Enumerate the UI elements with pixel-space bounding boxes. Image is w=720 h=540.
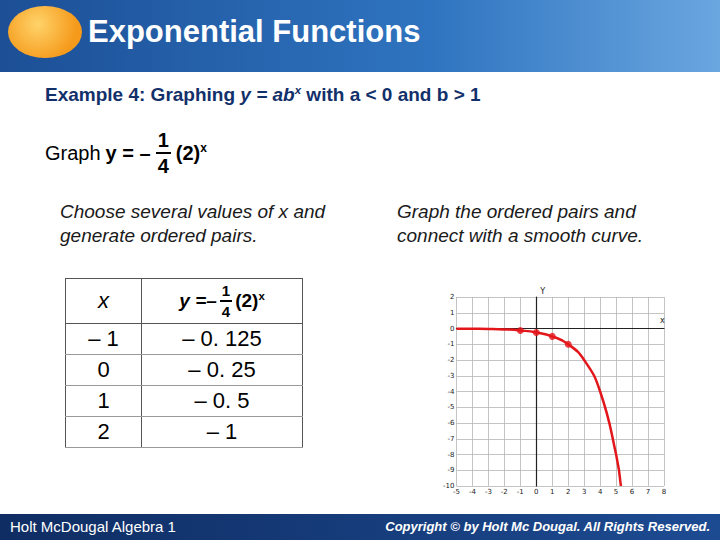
svg-text:-4: -4 (447, 388, 455, 396)
svg-text:-4: -4 (469, 488, 477, 496)
html-text:– 1: – 1 (206, 419, 238, 444)
svg-text:-1: -1 (517, 488, 524, 496)
html-text:– 0. 5: – 0. 5 (194, 388, 250, 413)
svg-text:-3: -3 (447, 372, 454, 380)
html-text:1: 1 (97, 388, 110, 413)
svg-text:1: 1 (450, 309, 454, 317)
svg-text:-8: -8 (447, 451, 454, 459)
html-text:4: 4 (157, 155, 169, 177)
svg-text:-1: -1 (447, 340, 454, 348)
svg-text:2: 2 (566, 488, 570, 496)
svg-text:x: x (660, 316, 665, 325)
svg-text:-10: -10 (443, 482, 455, 490)
svg-text:Y: Y (539, 287, 545, 296)
svg-text:2: 2 (450, 293, 454, 301)
svg-text:1: 1 (550, 488, 554, 496)
html-text:1: 1 (157, 129, 169, 151)
svg-text:-3: -3 (485, 488, 492, 496)
html-text:Graph y = –: Graph y = – (45, 141, 151, 164)
html-text:(2)x: (2)x (175, 141, 207, 164)
svg-text:8: 8 (662, 488, 666, 496)
svg-text:-9: -9 (447, 466, 454, 474)
svg-text:0: 0 (534, 488, 538, 496)
html-text:2: 2 (97, 419, 110, 444)
svg-text:-6: -6 (447, 419, 455, 427)
html-text:– 0. 125: – 0. 125 (182, 326, 262, 351)
svg-text:7: 7 (646, 488, 650, 496)
svg-text:-5: -5 (453, 488, 460, 496)
svg-text:-2: -2 (447, 356, 454, 364)
svg-text:0: 0 (450, 325, 454, 333)
html-text:– 1: – 1 (88, 326, 119, 351)
html-text:Graph the ordered pairs and co: Graph the ordered pairs and connect with… (397, 201, 644, 246)
html-text:y =– 1: y =– 1 (179, 282, 231, 311)
html-text:4 (2)x: 4 (2)x (221, 289, 265, 320)
html-text:Copyright © by Holt Mc Dougal.: Copyright © by Holt Mc Dougal. All Right… (385, 519, 710, 534)
svg-text:-5: -5 (447, 403, 454, 411)
html-text:Exponential Functions: Exponential Functions (88, 14, 421, 49)
html-text:x: x (98, 288, 109, 313)
svg-text:5: 5 (614, 488, 618, 496)
svg-text:-2: -2 (501, 488, 508, 496)
html-text:0: 0 (97, 357, 110, 382)
html-text:Holt McDougal Algebra 1: Holt McDougal Algebra 1 (10, 518, 176, 535)
html-text:– 0. 25: – 0. 25 (188, 357, 256, 382)
html-text:Choose several values of x and: Choose several values of x and generate … (60, 201, 326, 246)
html-text:Example 4: Graphing y = abxwit: Example 4: Graphing y = abxwith a < 0 an… (45, 84, 481, 106)
svg-text:3: 3 (582, 488, 586, 496)
svg-text:6: 6 (630, 488, 635, 496)
svg-text:-7: -7 (447, 435, 454, 443)
svg-text:4: 4 (598, 488, 603, 496)
